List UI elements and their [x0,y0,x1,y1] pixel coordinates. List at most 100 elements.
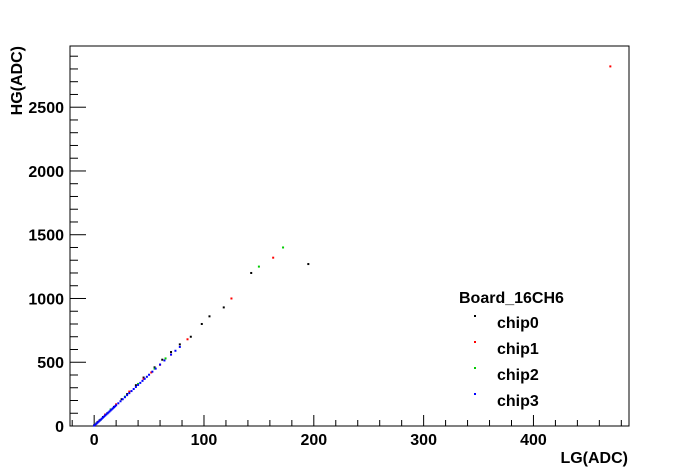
data-point-chip3 [121,398,124,401]
x-tick-label: 0 [90,432,99,449]
legend-marker-chip3 [474,393,476,395]
x-tick-label: 400 [520,432,547,449]
data-point-chip2 [109,408,112,411]
data-point-chip3 [114,405,117,408]
data-point-chip0 [200,322,203,325]
data-point-chip3 [139,381,142,384]
legend-title: Board_16CH6 [459,290,564,307]
data-point-chip0 [153,366,156,369]
legend: Board_16CH6 chip0 chip1 chip2 chip3 [459,290,564,410]
data-point-chip2 [164,357,167,360]
data-point-chip3 [96,421,99,424]
data-point-chip0 [189,335,192,338]
legend-marker-chip1 [474,341,476,343]
data-point-chip3 [130,390,133,393]
data-point-chip3 [163,359,166,362]
data-point-chip3 [145,375,148,378]
data-point-chip0 [142,376,145,379]
data-point-chip3 [128,392,131,395]
data-point-chip3 [106,412,109,415]
data-point-chip3 [132,388,135,391]
data-point-chip0 [120,398,123,401]
data-point-chip3 [111,407,114,410]
x-tick-label: 200 [300,432,327,449]
data-point-chip0 [307,263,310,266]
data-point-chip3 [105,413,108,416]
data-point-chip0 [134,384,137,387]
data-point-chip3 [174,349,177,352]
legend-label-chip0: chip0 [497,315,539,332]
data-point-chip3 [141,379,144,382]
data-point-chip3 [98,419,101,422]
data-point-chip0 [222,306,225,309]
data-point-chip3 [154,367,157,370]
data-point-chip1 [104,413,107,416]
y-tick-label: 2500 [28,100,64,117]
data-point-chip3 [119,400,122,403]
data-point-chip3 [100,417,103,420]
legend-label-chip1: chip1 [497,341,539,358]
legend-marker-chip0 [474,315,476,317]
data-point-chip3 [117,402,120,405]
data-point-chip3 [112,406,115,409]
y-tick-label: 2000 [28,164,64,181]
data-points [93,65,612,427]
x-tick-label: 100 [191,432,218,449]
data-point-chip3 [148,373,151,376]
data-point-chip3 [95,422,98,425]
data-point-chip1 [272,256,275,259]
y-axis-title: HG(ADC) [9,46,26,115]
data-point-chip0 [126,393,129,396]
y-tick-label: 1000 [28,291,64,308]
y-axis: 0 500 1000 1500 2000 2500 [28,55,86,436]
data-point-chip3 [107,411,110,414]
data-point-chip3 [97,420,100,423]
data-point-chip3 [101,416,104,419]
x-axis: 0 100 200 300 400 [71,415,622,449]
data-point-chip3 [137,383,140,386]
data-point-chip2 [153,367,156,370]
data-point-chip3 [94,423,97,426]
data-point-chip0 [178,343,181,346]
data-point-chip3 [126,394,129,397]
data-point-chip0 [170,351,173,354]
data-point-chip3 [99,418,102,421]
legend-label-chip2: chip2 [497,367,539,384]
data-point-chip2 [137,382,140,385]
data-point-chip3 [110,408,113,411]
data-point-chip3 [123,396,126,399]
data-point-chip1 [230,297,233,300]
y-tick-label: 1500 [28,228,64,245]
data-point-chip3 [108,410,111,413]
data-point-chip3 [178,345,181,348]
x-tick-label: 300 [410,432,437,449]
legend-label-chip3: chip3 [497,393,539,410]
data-point-chip1 [186,338,189,341]
data-point-chip1 [142,377,145,380]
data-point-chip3 [103,415,106,418]
y-tick-label: 0 [55,419,64,436]
data-point-chip1 [150,371,153,374]
legend-marker-chip2 [474,367,476,369]
data-point-chip0 [208,315,211,318]
data-point-chip3 [143,377,146,380]
data-point-chip3 [170,353,173,356]
data-point-chip2 [257,265,260,268]
data-point-chip0 [250,271,253,274]
x-axis-title: LG(ADC) [560,450,628,467]
data-point-chip0 [161,358,164,361]
data-point-chip3 [104,414,107,417]
data-point-chip3 [159,363,162,366]
plot-frame [69,45,630,427]
data-point-chip1 [609,65,612,68]
data-point-chip1 [128,390,131,393]
data-point-chip3 [134,385,137,388]
data-point-chip3 [115,404,118,407]
data-point-chip1 [115,403,118,406]
y-tick-label: 500 [37,355,64,372]
data-point-chip3 [109,409,112,412]
data-point-chip3 [151,370,154,373]
data-point-chip2 [282,246,285,249]
data-point-chip3 [93,424,96,427]
